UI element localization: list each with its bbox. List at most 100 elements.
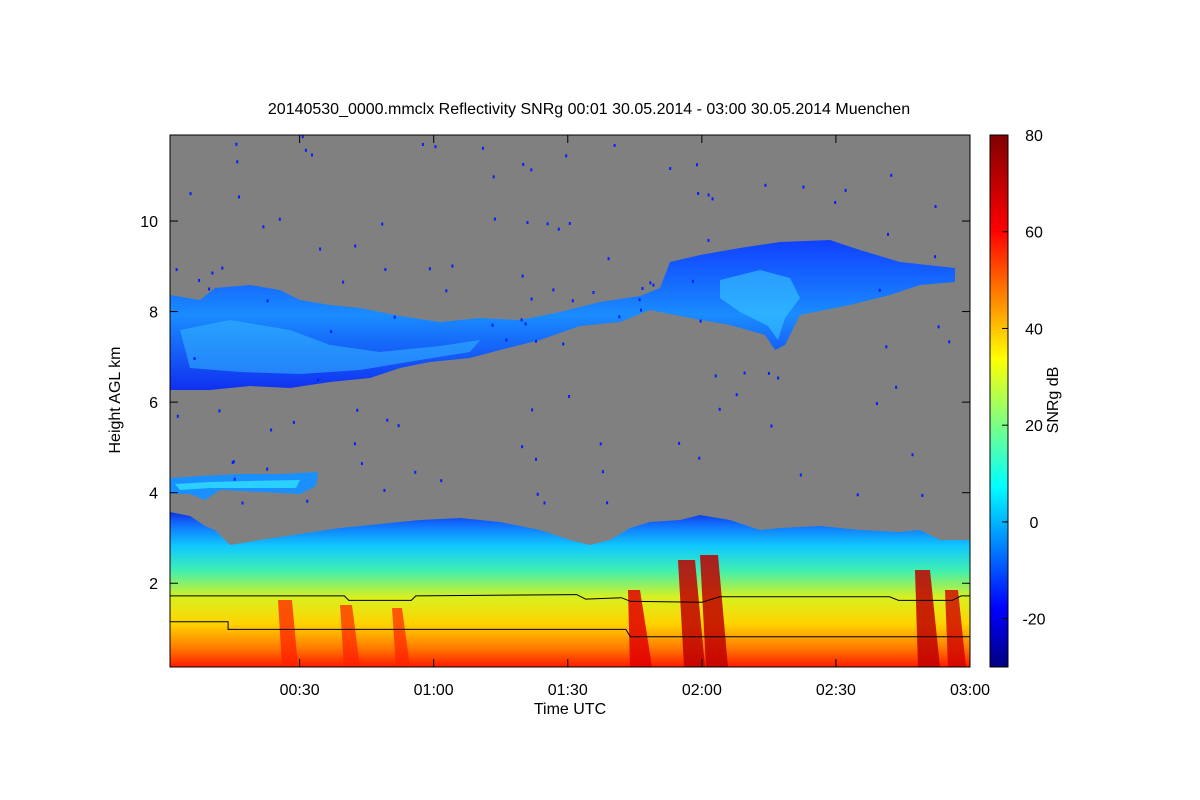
noise-pixel: [606, 501, 609, 505]
plot-frame: [169, 134, 971, 668]
noise-pixel: [699, 319, 702, 323]
x-tick-label: 01:00: [414, 682, 454, 699]
noise-pixel: [887, 232, 889, 236]
upper-cloud-core: [180, 320, 480, 374]
noise-pixel: [434, 145, 437, 149]
noise-pixel: [536, 492, 539, 496]
noise-pixel: [802, 185, 805, 189]
noise-pixel: [696, 163, 698, 167]
noise-pixel: [568, 222, 571, 225]
x-tick-label: 01:30: [548, 682, 588, 699]
overlay-line-upper: [170, 594, 970, 603]
noise-pixel: [649, 281, 652, 285]
noise-pixel: [393, 315, 396, 319]
noise-pixel: [535, 339, 537, 343]
x-tick-label: 02:30: [816, 682, 856, 699]
noise-pixel: [232, 460, 235, 464]
noise-pixel: [342, 280, 345, 284]
noise-pixel: [777, 376, 780, 380]
noise-pixel: [492, 175, 495, 179]
y-axis: 2 4 6 8 10: [140, 214, 970, 593]
noise-pixel: [592, 291, 595, 294]
noise-pixel: [381, 222, 384, 226]
noise-pixel: [493, 217, 496, 221]
noise-pixel: [531, 408, 534, 412]
noise-pixel: [937, 325, 940, 329]
noise-pixel: [714, 374, 717, 378]
precip-streak: [340, 605, 360, 667]
noise-pixel: [678, 441, 681, 445]
noise-pixel: [211, 271, 214, 275]
noise-pixel: [221, 266, 224, 270]
noise-pixel: [669, 167, 672, 170]
noise-pixel: [384, 268, 387, 271]
noise-pixel: [520, 318, 523, 322]
noise-pixel: [546, 222, 549, 226]
noise-pixel: [306, 499, 309, 503]
noise-pixel: [844, 188, 847, 192]
noise-pixel: [698, 456, 701, 460]
noise-pixel: [451, 264, 454, 268]
noise-pixel: [770, 424, 773, 428]
precip-streaks: [278, 555, 966, 667]
noise-pixel: [543, 501, 546, 505]
noise-pixel: [568, 395, 571, 398]
noise-pixel: [218, 409, 221, 413]
noise-pixel: [353, 442, 356, 446]
noise-pixel: [571, 299, 574, 303]
noise-pixel: [193, 357, 196, 361]
noise-pixel: [189, 192, 192, 196]
noise-pixel: [270, 428, 273, 432]
noise-pixel: [934, 255, 937, 259]
precip-streak: [700, 555, 728, 667]
y-tick-label: 8: [149, 305, 158, 322]
colorbar: [989, 134, 1009, 668]
x-tick-label: 03:00: [950, 682, 990, 699]
y-tick-label: 10: [140, 214, 158, 231]
noise-pixel: [530, 297, 533, 301]
noise-pixel: [934, 205, 937, 208]
precip-streak: [678, 560, 705, 667]
colorbar-tick-label: 40: [1025, 321, 1043, 338]
y-tick-label: 4: [149, 486, 158, 503]
noise-pixel: [198, 278, 201, 282]
y-tick-label: 6: [149, 395, 158, 412]
colorbar-tick-label: 60: [1025, 225, 1043, 242]
noise-pixel: [524, 322, 527, 326]
noise-pixel: [521, 445, 524, 449]
noise-pixel: [948, 340, 951, 344]
noise-pixel: [535, 457, 537, 461]
noise-pixel: [292, 420, 295, 424]
noise-pixel: [386, 418, 389, 422]
precip-streak: [278, 600, 298, 667]
noise-pixel: [522, 162, 525, 166]
noise-pixel: [601, 470, 604, 474]
noise-pixel: [397, 424, 400, 428]
noise-pixel: [445, 289, 448, 293]
noise-pixel: [505, 338, 508, 342]
noise-pixel: [266, 299, 269, 303]
x-tick-label: 02:00: [682, 682, 722, 699]
noise-pixel: [735, 393, 738, 397]
chart-title: 20140530_0000.mmclx Reflectivity SNRg 00…: [268, 101, 910, 118]
noise-pixel: [319, 247, 322, 251]
noise-pixel: [875, 402, 878, 406]
x-axis-label: Time UTC: [534, 701, 606, 718]
noise-pixel: [414, 470, 417, 474]
noise-pixel: [440, 479, 443, 483]
noise-pixel: [176, 414, 179, 418]
noise-pixel: [301, 135, 304, 139]
noise-pixel: [764, 183, 767, 187]
noise-pixel: [383, 488, 386, 492]
precip-streak: [628, 590, 652, 667]
noise-pixel: [638, 298, 641, 302]
precip-streak: [915, 570, 940, 667]
noise-pixel: [895, 385, 898, 389]
noise-pixel: [233, 477, 236, 481]
noise-pixel: [360, 462, 363, 466]
noise-pixel: [330, 330, 333, 334]
noise-pixel: [707, 193, 710, 197]
precip-streak: [392, 608, 410, 667]
x-tick-label: 00:30: [280, 682, 320, 699]
